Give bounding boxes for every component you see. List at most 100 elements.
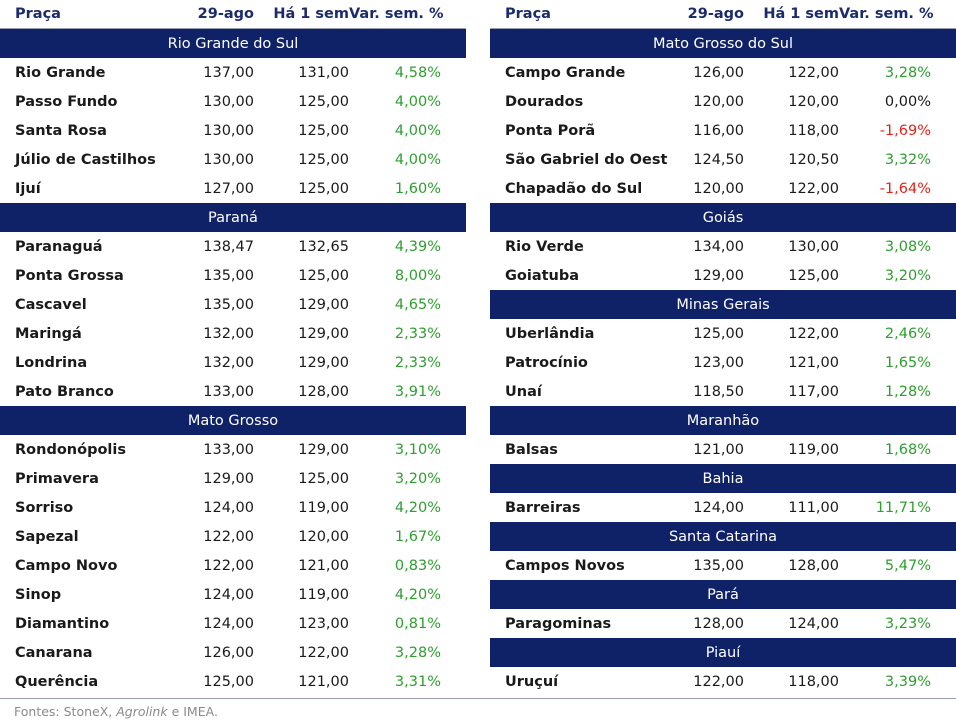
table-row: Barreiras 124,00 111,00 11,71% [490,493,956,522]
previous-price: 124,00 [788,615,839,632]
header-praca: Praça [505,6,551,22]
city-name: Chapadão do Sul [505,180,643,197]
previous-price: 125,00 [298,151,349,168]
section-header: Paraná [0,203,466,232]
previous-price: 111,00 [788,499,839,516]
weekly-variation: 3,32% [884,151,931,168]
header-praca: Praça [15,6,61,22]
city-name: Uruçuí [505,673,559,690]
previous-price: 118,00 [788,122,839,139]
current-price: 120,00 [693,180,744,197]
header-variation: Var. sem. % [839,6,934,22]
city-name: Canarana [15,644,93,661]
table-row: Canarana 126,00 122,00 3,28% [0,638,466,667]
table-row: Campos Novos 135,00 128,00 5,47% [490,551,956,580]
previous-price: 129,00 [298,441,349,458]
table-row: Patrocínio 123,00 121,00 1,65% [490,348,956,377]
current-price: 124,00 [203,586,254,603]
previous-price: 125,00 [298,470,349,487]
city-name: Campo Novo [15,557,118,574]
weekly-variation: 4,20% [394,586,441,603]
weekly-variation: 4,00% [394,93,441,110]
city-name: Ponta Porã [505,122,596,139]
source-suffix: e IMEA. [167,704,218,719]
weekly-variation: 3,23% [884,615,931,632]
table-row: Paranaguá 138,47 132,65 4,39% [0,232,466,261]
current-price: 129,00 [693,267,744,284]
current-price: 126,00 [693,64,744,81]
current-price: 124,00 [693,499,744,516]
current-price: 138,47 [203,238,254,255]
weekly-variation: 0,00% [884,93,931,110]
weekly-variation: 1,68% [884,441,931,458]
city-name: Sinop [15,586,62,603]
current-price: 122,00 [693,673,744,690]
weekly-variation: 4,00% [394,122,441,139]
section-header: Santa Catarina [490,522,956,551]
table-row: Campo Novo 122,00 121,00 0,83% [0,551,466,580]
weekly-variation: 2,33% [394,354,441,371]
weekly-variation: 3,10% [394,441,441,458]
current-price: 125,00 [203,673,254,690]
city-name: Cascavel [15,296,87,313]
city-name: Campos Novos [505,557,625,574]
right-header-row: Praça 29-ago Há 1 sem Var. sem. % [490,0,956,29]
table-row: Rio Verde 134,00 130,00 3,08% [490,232,956,261]
current-price: 116,00 [693,122,744,139]
current-price: 121,00 [693,441,744,458]
current-price: 135,00 [693,557,744,574]
previous-price: 128,00 [788,557,839,574]
current-price: 129,00 [203,470,254,487]
current-price: 125,00 [693,325,744,342]
table-row: Maringá 132,00 129,00 2,33% [0,319,466,348]
city-name: Pato Branco [15,383,114,400]
city-name: Uberlândia [505,325,595,342]
current-price: 124,50 [693,151,744,168]
current-price: 135,00 [203,296,254,313]
previous-price: 129,00 [298,325,349,342]
weekly-variation: 4,65% [394,296,441,313]
previous-price: 120,50 [788,151,839,168]
current-price: 120,00 [693,93,744,110]
current-price: 124,00 [203,615,254,632]
current-price: 118,50 [693,383,744,400]
current-price: 128,00 [693,615,744,632]
city-name: Ijuí [15,180,41,197]
previous-price: 132,65 [298,238,349,255]
previous-price: 118,00 [788,673,839,690]
city-name: Goiatuba [505,267,580,284]
previous-price: 125,00 [298,180,349,197]
current-price: 123,00 [693,354,744,371]
weekly-variation: 8,00% [394,267,441,284]
city-name: Sorriso [15,499,74,516]
weekly-variation: 3,08% [884,238,931,255]
table-row: Ponta Porã 116,00 118,00 -1,69% [490,116,956,145]
header-current-date: 29-ago [197,6,254,22]
table-row: Querência 125,00 121,00 3,31% [0,667,466,696]
section-header: Goiás [490,203,956,232]
current-price: 132,00 [203,325,254,342]
table-row: Paragominas 128,00 124,00 3,23% [490,609,956,638]
previous-price: 130,00 [788,238,839,255]
weekly-variation: 2,33% [394,325,441,342]
table-row: Balsas 121,00 119,00 1,68% [490,435,956,464]
source-note: Fontes: StoneX, Agrolink e IMEA. [14,704,218,719]
footer-divider [0,698,956,699]
previous-price: 125,00 [298,122,349,139]
current-price: 130,00 [203,93,254,110]
previous-price: 122,00 [788,325,839,342]
current-price: 122,00 [203,557,254,574]
city-name: Ponta Grossa [15,267,124,284]
source-prefix: Fontes: StoneX, [14,704,117,719]
table-row: São Gabriel do Oeste 124,50 120,50 3,32% [490,145,956,174]
right-price-table: Praça 29-ago Há 1 sem Var. sem. % Mato G… [490,0,956,696]
current-price: 137,00 [203,64,254,81]
section-header: Rio Grande do Sul [0,29,466,58]
table-row: Diamantino 124,00 123,00 0,81% [0,609,466,638]
current-price: 133,00 [203,441,254,458]
city-name: Paragominas [505,615,612,632]
city-name: Balsas [505,441,558,458]
section-header: Pará [490,580,956,609]
table-row: Ijuí 127,00 125,00 1,60% [0,174,466,203]
weekly-variation: 5,47% [884,557,931,574]
